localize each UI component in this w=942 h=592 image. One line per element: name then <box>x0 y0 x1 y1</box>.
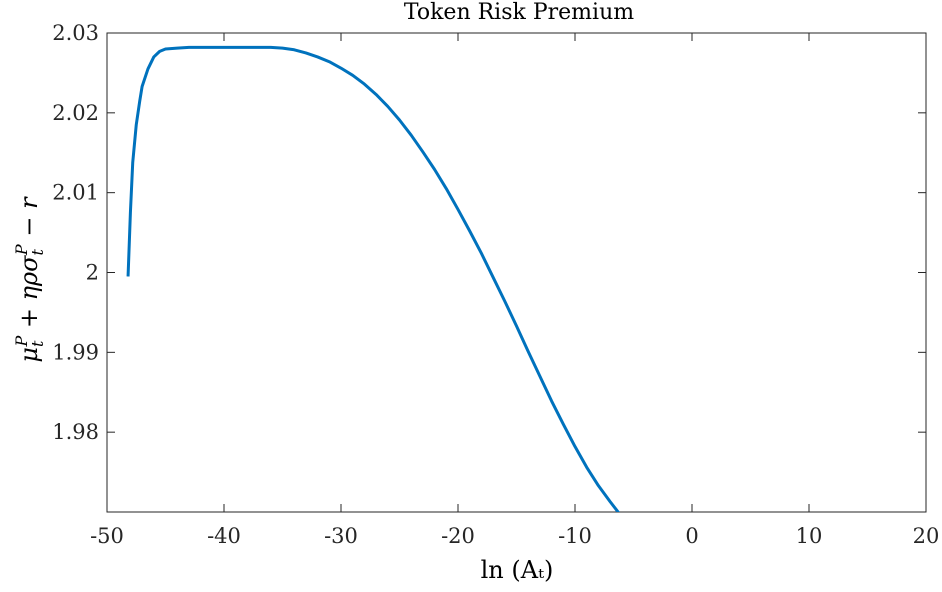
x-axis-label: ln (Aₜ) <box>481 556 554 584</box>
x-tick-label: -40 <box>207 524 241 548</box>
y-axis-label: μtP + ηρσtP − r <box>12 196 47 363</box>
chart-title: Token Risk Premium <box>404 0 634 25</box>
x-tick-label: -10 <box>558 524 592 548</box>
y-axis-label-sub-t: t <box>28 340 47 347</box>
series-line <box>126 45 620 512</box>
y-axis-label-sup-p: P <box>12 336 31 348</box>
y-axis-label-r: r <box>15 196 43 209</box>
y-axis-label-mu: μ <box>15 347 43 363</box>
tick-group <box>106 32 927 512</box>
x-tick-label: 0 <box>685 524 698 548</box>
y-axis-label-eta-rho-sigma: ηρσ <box>15 255 43 300</box>
plot-area <box>106 32 927 513</box>
y-axis-label-sub-t2: t <box>28 249 47 256</box>
y-tick-label: 2.03 <box>52 21 99 45</box>
y-tick-label: 1.99 <box>52 340 99 364</box>
x-tick-label: -50 <box>90 524 124 548</box>
y-axis-label-sup-p2: P <box>12 244 31 256</box>
x-tick-label: 20 <box>913 524 940 548</box>
x-tick-label: -20 <box>441 524 475 548</box>
y-tick-label: 2.02 <box>52 101 99 125</box>
y-axis-label-plus: + <box>15 300 43 335</box>
y-tick-label: 2 <box>86 261 99 285</box>
y-tick-label: 2.01 <box>52 181 99 205</box>
x-tick-label: -30 <box>324 524 358 548</box>
tick-label-group: -50 -40 -30 -20 -10 0 10 20 1.98 1.99 2 2.01 2.02 2.0… <box>52 21 939 548</box>
y-axis-label-minus: − <box>15 209 43 244</box>
x-tick-label: 10 <box>796 524 823 548</box>
y-tick-label: 1.98 <box>52 420 99 444</box>
